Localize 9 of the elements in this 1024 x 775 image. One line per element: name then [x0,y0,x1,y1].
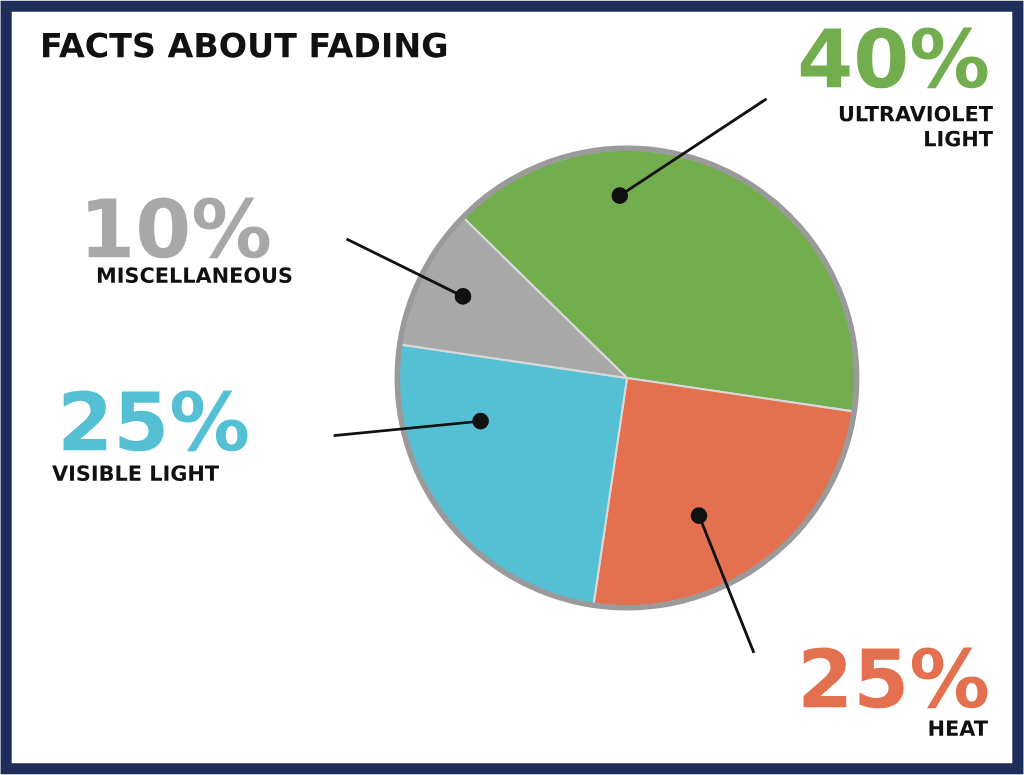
slice-label: MISCELLANEOUS [97,267,292,284]
data-label: 10% [88,197,270,259]
data-label: 25% [803,647,988,709]
slice-label: ULTRAVIOLET LIGHT [839,105,993,147]
data-label: 25% [63,390,248,452]
chart-title: FACTS ABOUT FADING [43,32,447,58]
slice-label: VISIBLE LIGHT [52,465,219,482]
slice-label: HEAT [929,720,988,736]
data-label: 40% [800,27,988,89]
